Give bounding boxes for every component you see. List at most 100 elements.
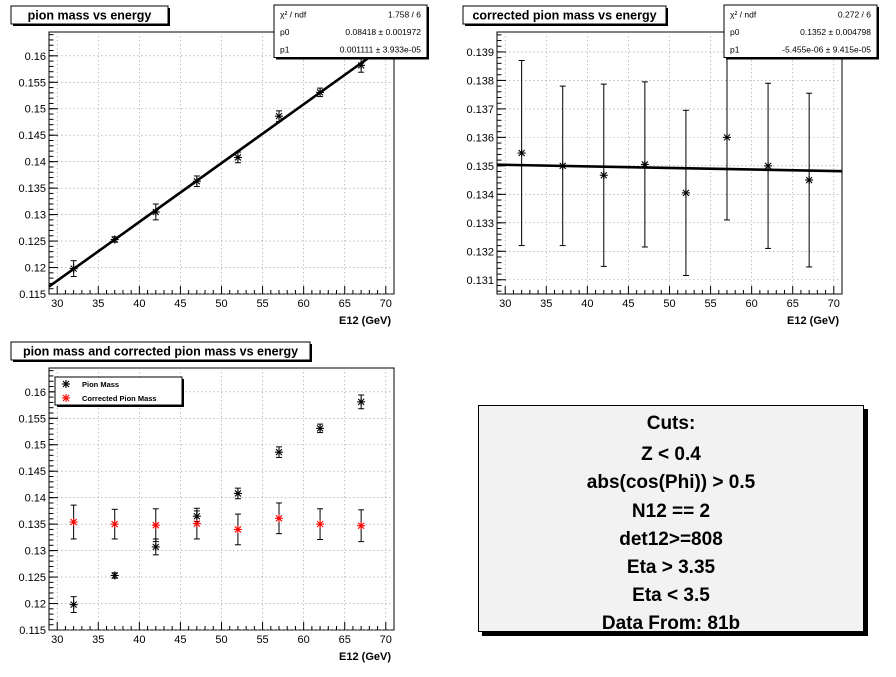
chart-pion-mass: 30 35 40 45 50 55 60 65 70 0.115 0.12 0.125 0.13 0.13…: [4, 4, 429, 327]
legend-marker: [62, 394, 70, 402]
x-tick-label: 45: [174, 298, 186, 310]
data-point: [558, 161, 567, 170]
data-point: [357, 61, 366, 70]
y-tick-label: 0.13: [25, 546, 46, 558]
data-point: [151, 542, 160, 551]
stats-name: χ² / ndf: [730, 10, 757, 20]
fit-line: [496, 163, 843, 173]
x-tick-label: 45: [622, 298, 634, 310]
stats-name: p1: [280, 45, 290, 55]
chart-panel-combined: 30 35 40 45 50 55 60 65 70 0.115 0.12 0.125 0.13 0.13…: [0, 336, 448, 672]
chart-title: pion mass vs energy: [28, 9, 152, 23]
chart-title: pion mass and corrected pion mass vs ene…: [23, 345, 298, 359]
stats-value: 1.758 / 6: [388, 10, 421, 20]
stats-box: χ² / ndf 0.272 / 6 p0 0.1352 ± 0.004798 p1 -5…: [723, 4, 879, 60]
y-tick-label: 0.145: [18, 466, 46, 478]
y-tick-label: 0.134: [466, 189, 494, 201]
y-tick-label: 0.145: [18, 130, 46, 142]
y-tick-label: 0.136: [466, 132, 494, 144]
data-point: [233, 525, 242, 534]
data-point: [110, 235, 119, 244]
y-tick-label: 0.138: [466, 75, 494, 87]
chart-combined: 30 35 40 45 50 55 60 65 70 0.115 0.12 0.125 0.13 0.13…: [4, 341, 395, 663]
data-point: [316, 424, 325, 433]
y-tick-label: 0.125: [18, 572, 46, 584]
x-tick-label: 55: [256, 298, 268, 310]
legend-label: Pion Mass: [82, 380, 119, 389]
cut-line: N12 == 2: [631, 500, 711, 522]
x-tick-label: 60: [746, 298, 758, 310]
title-box: pion mass and corrected pion mass vs ene…: [10, 341, 312, 362]
data-point: [357, 521, 366, 530]
axis-ticks: [48, 370, 395, 631]
y-tick-label: 0.14: [25, 157, 46, 169]
data-point: [275, 112, 283, 121]
x-tick-label: 50: [215, 298, 227, 310]
x-tick-label: 40: [581, 298, 593, 310]
data-point: [69, 264, 78, 273]
data-point: [681, 188, 690, 197]
x-tick-label: 30: [51, 298, 63, 310]
x-axis-label: E12 (GeV): [339, 651, 391, 663]
data-point: [275, 514, 283, 523]
data-point: [151, 521, 160, 530]
y-tick-label: 0.15: [25, 440, 46, 452]
axis-ticks: [496, 34, 843, 294]
y-axis-label: Mass (GeV): [4, 34, 16, 94]
y-tick-label: 0.12: [25, 263, 46, 275]
chart-panel-pion-mass: 30 35 40 45 50 55 60 65 70 0.115 0.12 0.125 0.13 0.13…: [0, 0, 448, 336]
data-point: [110, 571, 119, 580]
cut-line: Data From: 81b: [601, 613, 741, 635]
y-tick-label: 0.132: [466, 246, 494, 258]
x-axis-label: E12 (GeV): [339, 315, 391, 327]
data-point: [316, 520, 325, 529]
data-point: [357, 397, 366, 406]
cut-line: Z < 0.4: [641, 444, 701, 466]
y-tick-label: 0.16: [25, 387, 46, 399]
x-axis-label: E12 (GeV): [787, 315, 839, 327]
x-tick-label: 55: [256, 634, 268, 646]
legend: Pion Mass Corrected Pion Mass: [54, 376, 184, 407]
data-point: [233, 489, 242, 498]
data-point: [275, 448, 283, 457]
y-axis-label: Corrected Mass (GeV): [452, 34, 464, 149]
data-point: [723, 133, 731, 142]
y-tick-label: 0.115: [19, 625, 46, 637]
data-point: [316, 88, 325, 97]
stats-name: p0: [280, 27, 290, 37]
y-tick-label: 0.139: [466, 47, 494, 59]
chart-corrected-pion-mass: 30 35 40 45 50 55 60 65 70 0.131 0.132 0.133 0.134 0.…: [452, 4, 879, 327]
x-tick-label: 40: [133, 634, 145, 646]
legend-marker: [62, 380, 70, 388]
data-point: [192, 177, 201, 186]
data-point: [69, 518, 78, 527]
data-point: [110, 520, 119, 529]
stats-name: p0: [730, 27, 740, 37]
y-tick-label: 0.125: [18, 236, 46, 248]
x-tick-label: 50: [215, 634, 227, 646]
series-0: [517, 54, 814, 276]
stats-value: -5.455e-06 ± 9.415e-05: [782, 45, 871, 55]
data-point: [640, 160, 649, 169]
fit-line: [48, 38, 395, 288]
y-tick-label: 0.137: [466, 104, 494, 116]
x-tick-label: 30: [499, 298, 511, 310]
x-tick-label: 50: [663, 298, 675, 310]
plot-frame: [496, 31, 843, 295]
x-tick-label: 65: [339, 634, 351, 646]
data-point: [517, 149, 526, 158]
data-point: [599, 171, 608, 180]
cuts-title: Cuts:: [646, 413, 696, 434]
axis-ticks: [48, 34, 395, 295]
plot-frame: [48, 367, 395, 631]
data-point: [192, 519, 201, 528]
x-tick-label: 65: [787, 298, 799, 310]
data-point: [151, 207, 160, 216]
data-point: [233, 153, 242, 162]
y-tick-label: 0.155: [18, 413, 46, 425]
y-axis-label: Mass (GeV): [4, 370, 16, 430]
x-tick-label: 40: [133, 298, 145, 310]
x-tick-label: 35: [92, 634, 104, 646]
legend-item: Corrected Pion Mass: [62, 394, 157, 403]
legend-item: Pion Mass: [62, 380, 119, 389]
